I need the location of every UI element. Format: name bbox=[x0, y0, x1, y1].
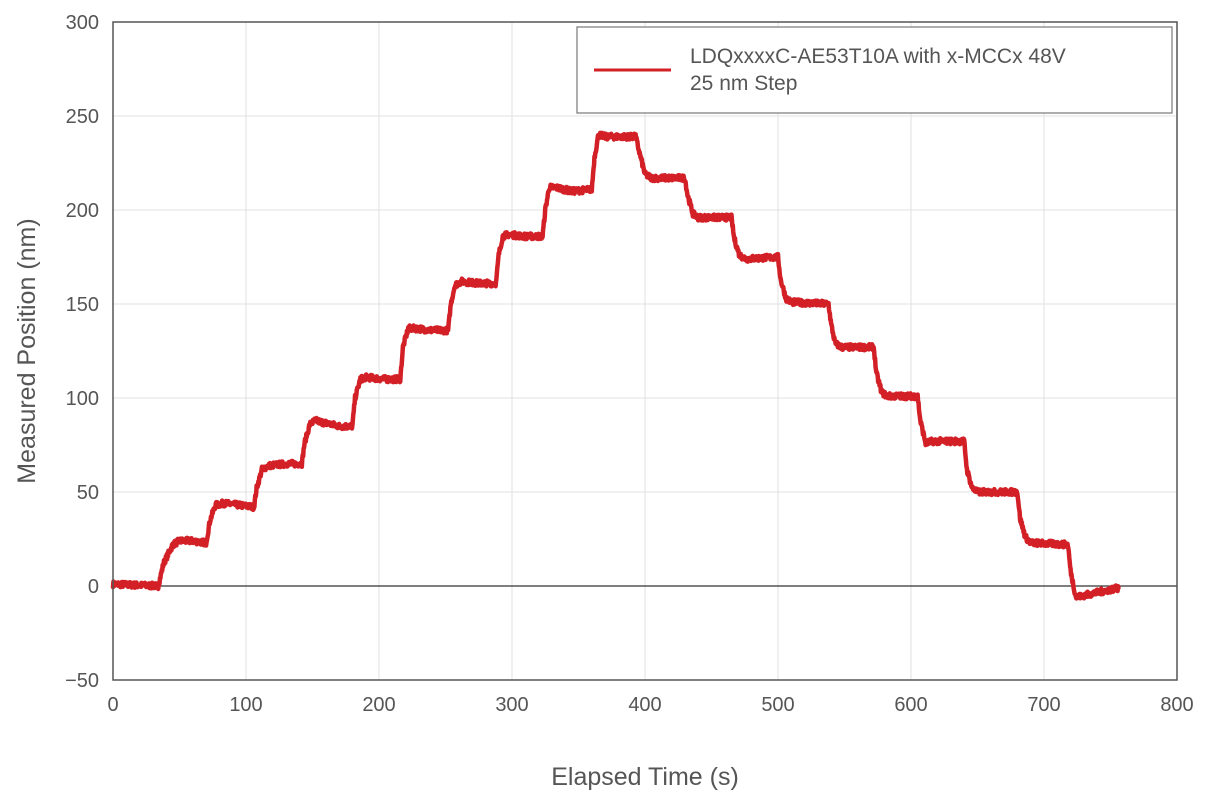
y-tick-label: 200 bbox=[66, 200, 99, 222]
x-tick-label: 800 bbox=[1160, 694, 1193, 716]
y-tick-label: 0 bbox=[88, 576, 99, 598]
x-tick-label: 200 bbox=[362, 694, 395, 716]
legend: LDQxxxxC-AE53T10A with x-MCCx 48V 25 nm … bbox=[577, 27, 1172, 113]
x-tick-label: 700 bbox=[1027, 694, 1060, 716]
legend-label-line-2: 25 nm Step bbox=[690, 72, 797, 95]
y-tick-label: −50 bbox=[65, 670, 99, 692]
y-tick-label: 100 bbox=[66, 388, 99, 410]
legend-label-line-1: LDQxxxxC-AE53T10A with x-MCCx 48V bbox=[690, 45, 1066, 68]
x-tick-label: 600 bbox=[894, 694, 927, 716]
x-tick-label: 500 bbox=[761, 694, 794, 716]
x-tick-label: 400 bbox=[628, 694, 661, 716]
x-tick-label: 0 bbox=[107, 694, 118, 716]
x-tick-label: 100 bbox=[229, 694, 262, 716]
grid bbox=[113, 22, 1177, 680]
x-tick-label: 300 bbox=[495, 694, 528, 716]
y-tick-label: 300 bbox=[66, 12, 99, 34]
x-axis-label: Elapsed Time (s) bbox=[551, 763, 739, 791]
y-tick-label: 250 bbox=[66, 106, 99, 128]
y-tick-labels: −50 0 50 100 150 200 250 300 bbox=[65, 12, 99, 692]
y-tick-label: 50 bbox=[77, 482, 99, 504]
series-line bbox=[113, 133, 1118, 598]
y-axis-label: Measured Position (nm) bbox=[13, 218, 41, 483]
y-tick-label: 150 bbox=[66, 294, 99, 316]
x-tick-labels: 0 100 200 300 400 500 600 700 800 bbox=[107, 694, 1193, 716]
series-layer bbox=[113, 133, 1118, 598]
